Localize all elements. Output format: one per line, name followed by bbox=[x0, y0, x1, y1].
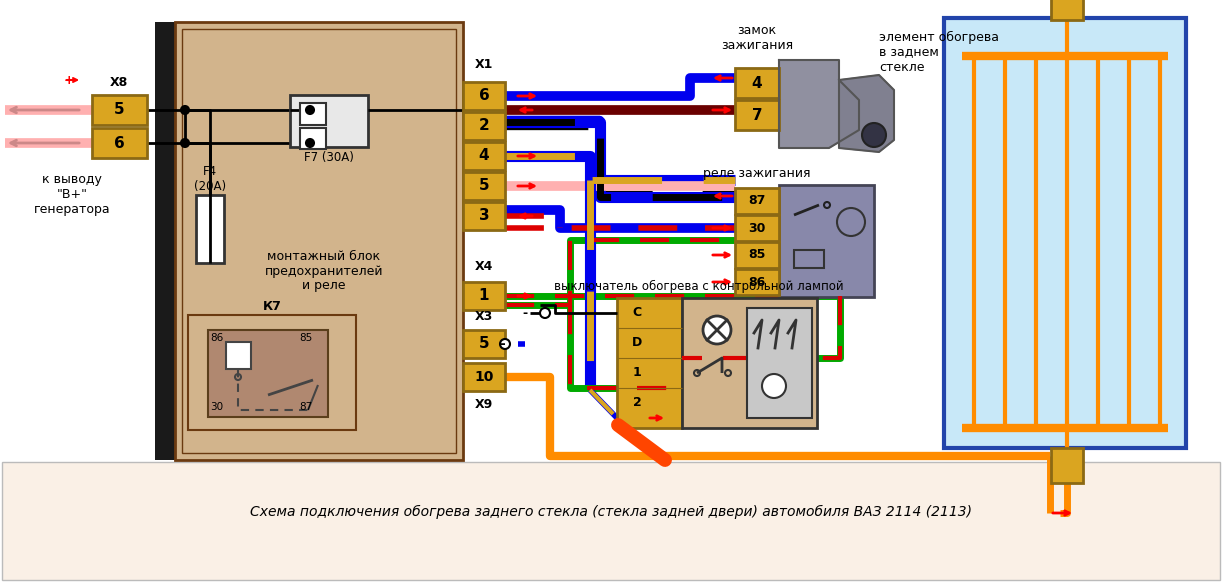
Bar bbox=[463, 142, 505, 170]
Bar bbox=[1051, 448, 1083, 483]
Text: X3: X3 bbox=[475, 310, 494, 322]
Bar bbox=[734, 242, 778, 268]
Circle shape bbox=[763, 374, 786, 398]
Text: элемент обогрева
в заднем
стекле: элемент обогрева в заднем стекле bbox=[879, 30, 1000, 73]
Text: X9: X9 bbox=[475, 398, 494, 410]
Bar bbox=[463, 330, 505, 358]
Bar bbox=[778, 185, 874, 297]
Bar bbox=[92, 128, 147, 158]
Text: F4
(20А): F4 (20А) bbox=[194, 165, 226, 193]
Bar bbox=[299, 128, 326, 149]
Bar bbox=[734, 68, 778, 98]
Text: -: - bbox=[523, 307, 528, 319]
Bar bbox=[208, 330, 327, 417]
Bar bbox=[794, 250, 824, 268]
Text: 6: 6 bbox=[114, 135, 125, 150]
Text: 30: 30 bbox=[210, 402, 224, 412]
Text: 6: 6 bbox=[479, 89, 489, 104]
Text: D: D bbox=[632, 336, 642, 349]
Circle shape bbox=[306, 106, 314, 114]
Text: К7: К7 bbox=[263, 300, 281, 312]
Bar bbox=[155, 22, 175, 460]
Bar bbox=[196, 195, 224, 263]
Text: Схема подключения обогрева заднего стекла (стекла задней двери) автомобиля ВАЗ 2: Схема подключения обогрева заднего стекл… bbox=[251, 505, 971, 519]
Text: 30: 30 bbox=[748, 222, 766, 234]
Text: 3: 3 bbox=[479, 209, 489, 223]
Bar bbox=[463, 82, 505, 110]
Text: 5: 5 bbox=[114, 103, 125, 118]
Text: 10: 10 bbox=[474, 370, 494, 384]
Text: замок
зажигания: замок зажигания bbox=[721, 24, 793, 52]
Bar bbox=[290, 95, 368, 147]
Bar bbox=[463, 282, 505, 310]
Bar bbox=[226, 342, 251, 369]
Bar bbox=[1051, 0, 1083, 20]
Bar bbox=[734, 215, 778, 241]
Bar bbox=[734, 188, 778, 214]
Text: C: C bbox=[633, 307, 642, 319]
Text: к выводу
"В+"
генератора: к выводу "В+" генератора bbox=[34, 174, 110, 216]
Bar bbox=[734, 100, 778, 130]
Text: 86: 86 bbox=[210, 333, 224, 343]
Text: +: + bbox=[64, 73, 75, 86]
Bar bbox=[2, 462, 1220, 580]
Text: реле зажигания: реле зажигания bbox=[703, 167, 810, 180]
Circle shape bbox=[500, 339, 510, 349]
Text: 5: 5 bbox=[479, 178, 489, 194]
Circle shape bbox=[306, 139, 314, 147]
Text: монтажный блок
предохранителей
и реле: монтажный блок предохранителей и реле bbox=[265, 250, 384, 293]
Bar bbox=[463, 112, 505, 140]
Text: 7: 7 bbox=[752, 107, 763, 122]
Bar bbox=[617, 298, 682, 428]
Text: 4: 4 bbox=[479, 149, 489, 163]
Text: 85: 85 bbox=[299, 333, 313, 343]
Text: 85: 85 bbox=[748, 248, 766, 262]
Text: X1: X1 bbox=[475, 58, 494, 72]
Circle shape bbox=[181, 139, 189, 147]
Polygon shape bbox=[840, 75, 895, 152]
Text: 86: 86 bbox=[748, 276, 766, 289]
Text: 4: 4 bbox=[752, 76, 763, 90]
Text: 2: 2 bbox=[479, 118, 489, 134]
Polygon shape bbox=[778, 60, 859, 148]
Bar bbox=[747, 308, 811, 418]
Circle shape bbox=[703, 316, 731, 344]
Text: 87: 87 bbox=[748, 195, 766, 208]
Text: 87: 87 bbox=[299, 402, 313, 412]
Text: X4: X4 bbox=[475, 259, 494, 272]
Bar bbox=[463, 202, 505, 230]
Bar bbox=[92, 95, 147, 125]
Bar bbox=[734, 269, 778, 295]
Text: F7 (30А): F7 (30А) bbox=[304, 150, 354, 163]
Bar bbox=[682, 298, 818, 428]
Text: X8: X8 bbox=[110, 76, 128, 89]
Text: -: - bbox=[499, 337, 505, 351]
Text: 5: 5 bbox=[479, 336, 489, 352]
Text: выключатель обогрева с контрольной лампой: выключатель обогрева с контрольной лампо… bbox=[555, 279, 844, 293]
Bar bbox=[299, 103, 326, 125]
Bar bbox=[945, 18, 1187, 448]
Bar bbox=[463, 363, 505, 391]
Text: 1: 1 bbox=[479, 289, 489, 304]
Circle shape bbox=[540, 308, 550, 318]
Text: 1: 1 bbox=[633, 367, 642, 380]
Bar bbox=[463, 172, 505, 200]
Bar bbox=[188, 315, 356, 430]
Text: 2: 2 bbox=[633, 396, 642, 409]
Bar bbox=[182, 29, 456, 453]
Circle shape bbox=[862, 123, 886, 147]
Circle shape bbox=[181, 106, 189, 114]
Bar bbox=[175, 22, 463, 460]
